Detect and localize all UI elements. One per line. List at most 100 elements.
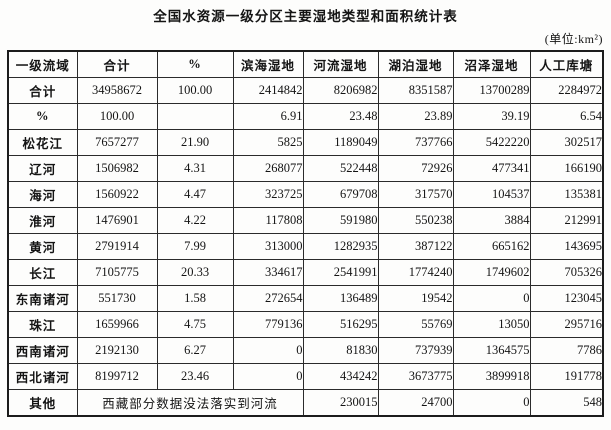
- table-cell: 272654: [232, 285, 304, 312]
- table-cell: 268077: [232, 155, 304, 182]
- row-label: 松花江: [7, 129, 78, 156]
- unit-label: (单位:km²): [544, 32, 603, 46]
- table-cell: 477341: [452, 155, 531, 182]
- table-cell: 522448: [302, 155, 379, 182]
- table-cell: 591980: [302, 207, 379, 234]
- table-cell: 737766: [377, 129, 454, 156]
- table-cell: 387122: [377, 233, 454, 260]
- table-cell: 166190: [529, 155, 604, 182]
- table-cell: 317570: [377, 181, 454, 208]
- table-row: 其他 西藏部分数据没法落实到河流 230015 24700 0 548: [7, 389, 604, 417]
- table-row: 海河 1560922 4.47 323725 679708 317570 104537 135…: [7, 181, 604, 208]
- table-cell: 679708: [302, 181, 379, 208]
- table-cell: 23.46: [156, 363, 234, 390]
- table-cell: 7105775: [76, 259, 158, 286]
- table-cell: 23.89: [377, 103, 454, 130]
- table-cell: 779136: [232, 311, 304, 338]
- row-label: 东南诸河: [7, 285, 78, 312]
- table-row: 长江 7105775 20.33 334617 2541991 1774240 174960…: [7, 259, 604, 286]
- table-cell: 295716: [529, 311, 604, 338]
- table-cell: 7657277: [76, 129, 158, 156]
- column-header: 一级流域: [7, 50, 78, 78]
- table-row: 辽河 1506982 4.31 268077 522448 72926 477341 1661…: [7, 155, 604, 182]
- table-cell: 117808: [232, 207, 304, 234]
- table-cell: 2192130: [76, 337, 158, 364]
- table-cell: 0: [452, 389, 531, 417]
- column-header: 河流湿地: [302, 50, 379, 78]
- table-cell: 8206982: [302, 77, 379, 104]
- table-cell: 6.27: [156, 337, 234, 364]
- table-row: 合计 34958672 100.00 2414842 8206982 8351587 137…: [7, 77, 604, 104]
- table-cell: 1.58: [156, 285, 234, 312]
- table-cell: 123045: [529, 285, 604, 312]
- row-note: 西藏部分数据没法落实到河流: [76, 389, 304, 417]
- table-cell: 81830: [302, 337, 379, 364]
- table-cell: 2791914: [76, 233, 158, 260]
- table-cell: 2414842: [232, 77, 304, 104]
- table-cell: 13050: [452, 311, 531, 338]
- table-cell: 1282935: [302, 233, 379, 260]
- table-cell: 3673775: [377, 363, 454, 390]
- table-cell: 551730: [76, 285, 158, 312]
- row-label: 其他: [7, 389, 78, 417]
- table-cell: 434242: [302, 363, 379, 390]
- table-cell: 143695: [529, 233, 604, 260]
- table-row: 东南诸河 551730 1.58 272654 136489 19542 0 123045: [7, 285, 604, 312]
- table-row: 西北诸河 8199712 23.46 0 434242 3673775 3899918 191…: [7, 363, 604, 390]
- table-cell: 6.91: [232, 103, 304, 130]
- table-cell: 737939: [377, 337, 454, 364]
- header-row: 一级流域 合计% 滨海湿地 河流湿地 湖泊湿地 沼泽湿地 人工库塘: [7, 50, 604, 78]
- table-cell: 1749602: [452, 259, 531, 286]
- table-row: 黄河 2791914 7.99 313000 1282935 387122 665162 14…: [7, 233, 604, 260]
- table-cell: 0: [232, 363, 304, 390]
- table-cell: 1189049: [302, 129, 379, 156]
- row-label: 长江: [7, 259, 78, 286]
- table-cell: 4.75: [156, 311, 234, 338]
- table-cell: 212991: [529, 207, 604, 234]
- table-cell: 6.54: [529, 103, 604, 130]
- table-cell: 0: [232, 337, 304, 364]
- column-header: 滨海湿地: [232, 50, 304, 78]
- table-cell: 3899918: [452, 363, 531, 390]
- table-cell: 5825: [232, 129, 304, 156]
- table-cell: [156, 103, 234, 130]
- table-cell: 705326: [529, 259, 604, 286]
- table-cell: 4.22: [156, 207, 234, 234]
- table-cell: 34958672: [76, 77, 158, 104]
- table-cell: 665162: [452, 233, 531, 260]
- table-body: 合计 34958672 100.00 2414842 8206982 8351587 137…: [7, 77, 604, 417]
- table-cell: 323725: [232, 181, 304, 208]
- table-cell: 8351587: [377, 77, 454, 104]
- row-label: 海河: [7, 181, 78, 208]
- table-cell: 104537: [452, 181, 531, 208]
- page-title: 全国水资源一级分区主要湿地类型和面积统计表: [153, 9, 458, 24]
- row-label: 辽河: [7, 155, 78, 182]
- row-label: 淮河: [7, 207, 78, 234]
- column-header: 合计: [76, 50, 158, 78]
- table-row: 西南诸河 2192130 6.27 0 81830 737939 1364575 7786: [7, 337, 604, 364]
- table-cell: 550238: [377, 207, 454, 234]
- table-cell: 7.99: [156, 233, 234, 260]
- table-cell: 1476901: [76, 207, 158, 234]
- table-cell: 230015: [302, 389, 379, 417]
- table-cell: 39.19: [452, 103, 531, 130]
- table-row: 松花江 7657277 21.90 5825 1189049 737766 5422220 3…: [7, 129, 604, 156]
- table-cell: 19542: [377, 285, 454, 312]
- column-header: 湖泊湿地: [377, 50, 454, 78]
- table-cell: 100.00: [76, 103, 158, 130]
- table-cell: 7786: [529, 337, 604, 364]
- table-cell: 1506982: [76, 155, 158, 182]
- table-cell: 55769: [377, 311, 454, 338]
- table-cell: 24700: [377, 389, 454, 417]
- column-header: 沼泽湿地: [452, 50, 531, 78]
- table-cell: 1659966: [76, 311, 158, 338]
- table-cell: 548: [529, 389, 604, 417]
- table-cell: 136489: [302, 285, 379, 312]
- table-cell: 8199712: [76, 363, 158, 390]
- wetland-statistics-table: 一级流域 合计% 滨海湿地 河流湿地 湖泊湿地 沼泽湿地 人工库塘 合计 34958672 10…: [7, 50, 604, 417]
- table-cell: 191778: [529, 363, 604, 390]
- row-label: 合计: [7, 77, 78, 104]
- table-row: % 100.00 6.91 23.48 23.89 39.19 6.54: [7, 103, 604, 130]
- table-row: 珠江 1659966 4.75 779136 516295 55769 13050 29571…: [7, 311, 604, 338]
